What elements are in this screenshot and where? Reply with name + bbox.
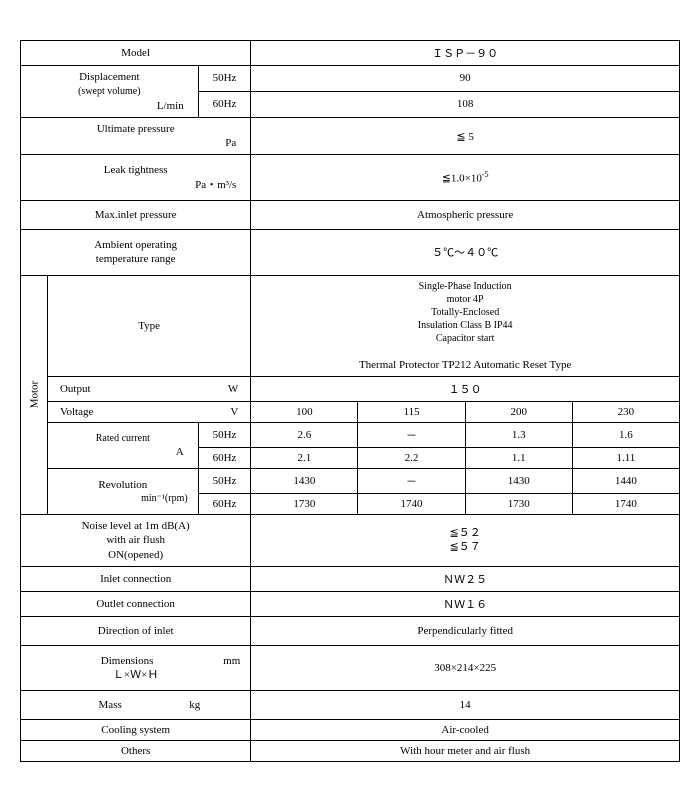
rev-label: Revolution min⁻¹(rpm) [47, 468, 198, 514]
r60-0: 1730 [251, 493, 358, 514]
row-rev-50: Revolution min⁻¹(rpm) 50Hz 1430 － 1430 1… [21, 468, 680, 493]
row-ambient: Ambient operating temperature range ５℃～４… [21, 230, 680, 276]
displacement-label: Displacement (swept volume) L/min [21, 66, 199, 118]
leak-value: ≦1.0×10-5 [251, 155, 680, 201]
voltage-v3: 230 [572, 401, 679, 422]
row-motor-voltage: Voltage V 100 115 200 230 [21, 401, 680, 422]
cooling-label: Cooling system [21, 720, 251, 741]
ambient-label: Ambient operating temperature range [21, 230, 251, 276]
r50-3: 1440 [572, 468, 679, 493]
disp-60-label: 60Hz [198, 91, 251, 117]
row-dimensions: Dimensions mm Ｌ×Ｗ×Ｈ 308×214×225 [21, 645, 680, 691]
row-inlet-conn: Inlet connection ＮＷ２５ [21, 566, 680, 591]
motor-side-label: Motor [21, 275, 48, 514]
row-cooling: Cooling system Air-cooled [21, 720, 680, 741]
noise-value: ≦５２ ≦５７ [251, 514, 680, 566]
voltage-v0: 100 [251, 401, 358, 422]
row-motor-output: Output W １５０ [21, 376, 680, 401]
maxinlet-value: Atmospheric pressure [251, 201, 680, 230]
others-label: Others [21, 741, 251, 762]
dir-inlet-label: Direction of inlet [21, 616, 251, 645]
c60-3: 1.11 [572, 447, 679, 468]
current-label: Rated current A [47, 422, 198, 468]
c50-0: 2.6 [251, 422, 358, 447]
disp-50-label: 50Hz [198, 66, 251, 92]
model-value: ＩＳＰ－９０ [251, 41, 680, 66]
motor-type-value: Single-Phase Induction motor 4P Totally-… [251, 275, 680, 376]
voltage-v1: 115 [358, 401, 465, 422]
ambient-value: ５℃～４０℃ [251, 230, 680, 276]
motor-type-label: Type [47, 275, 250, 376]
c50-1: － [358, 422, 465, 447]
row-maxinlet: Max.inlet pressure Atmospheric pressure [21, 201, 680, 230]
r60-3: 1740 [572, 493, 679, 514]
c60-0: 2.1 [251, 447, 358, 468]
mass-label: Mass kg [21, 691, 251, 720]
spec-table: Model ＩＳＰ－９０ Displacement (swept volume)… [20, 40, 680, 762]
noise-label: Noise level at 1m dB(A) with air flush O… [21, 514, 251, 566]
dir-inlet-value: Perpendicularly fitted [251, 616, 680, 645]
current-50-label: 50Hz [198, 422, 251, 447]
voltage-v2: 200 [465, 401, 572, 422]
row-ultimate: Ultimate pressure Pa ≦ 5 [21, 117, 680, 155]
output-value: １５０ [251, 376, 680, 401]
rev-60-label: 60Hz [198, 493, 251, 514]
row-leak: Leak tightness Pa・m³/s ≦1.0×10-5 [21, 155, 680, 201]
dimensions-value: 308×214×225 [251, 645, 680, 691]
r50-2: 1430 [465, 468, 572, 493]
c50-2: 1.3 [465, 422, 572, 447]
voltage-label: Voltage V [47, 401, 250, 422]
outlet-conn-value: ＮＷ１６ [251, 591, 680, 616]
disp-50-val: 90 [251, 66, 680, 92]
inlet-conn-label: Inlet connection [21, 566, 251, 591]
row-dir-inlet: Direction of inlet Perpendicularly fitte… [21, 616, 680, 645]
r60-2: 1730 [465, 493, 572, 514]
rev-50-label: 50Hz [198, 468, 251, 493]
row-displacement-50: Displacement (swept volume) L/min 50Hz 9… [21, 66, 680, 92]
c60-2: 1.1 [465, 447, 572, 468]
disp-60-val: 108 [251, 91, 680, 117]
output-label: Output W [47, 376, 250, 401]
cooling-value: Air-cooled [251, 720, 680, 741]
maxinlet-label: Max.inlet pressure [21, 201, 251, 230]
r60-1: 1740 [358, 493, 465, 514]
row-current-50: Rated current A 50Hz 2.6 － 1.3 1.6 [21, 422, 680, 447]
ultimate-value: ≦ 5 [251, 117, 680, 155]
row-model: Model ＩＳＰ－９０ [21, 41, 680, 66]
row-motor-type: Motor Type Single-Phase Induction motor … [21, 275, 680, 376]
model-label: Model [21, 41, 251, 66]
r50-0: 1430 [251, 468, 358, 493]
c50-3: 1.6 [572, 422, 679, 447]
r50-1: － [358, 468, 465, 493]
row-mass: Mass kg 14 [21, 691, 680, 720]
leak-label: Leak tightness Pa・m³/s [21, 155, 251, 201]
row-noise: Noise level at 1m dB(A) with air flush O… [21, 514, 680, 566]
row-outlet-conn: Outlet connection ＮＷ１６ [21, 591, 680, 616]
c60-1: 2.2 [358, 447, 465, 468]
others-value: With hour meter and air flush [251, 741, 680, 762]
row-others: Others With hour meter and air flush [21, 741, 680, 762]
mass-value: 14 [251, 691, 680, 720]
inlet-conn-value: ＮＷ２５ [251, 566, 680, 591]
current-60-label: 60Hz [198, 447, 251, 468]
ultimate-label: Ultimate pressure Pa [21, 117, 251, 155]
outlet-conn-label: Outlet connection [21, 591, 251, 616]
dimensions-label: Dimensions mm Ｌ×Ｗ×Ｈ [21, 645, 251, 691]
